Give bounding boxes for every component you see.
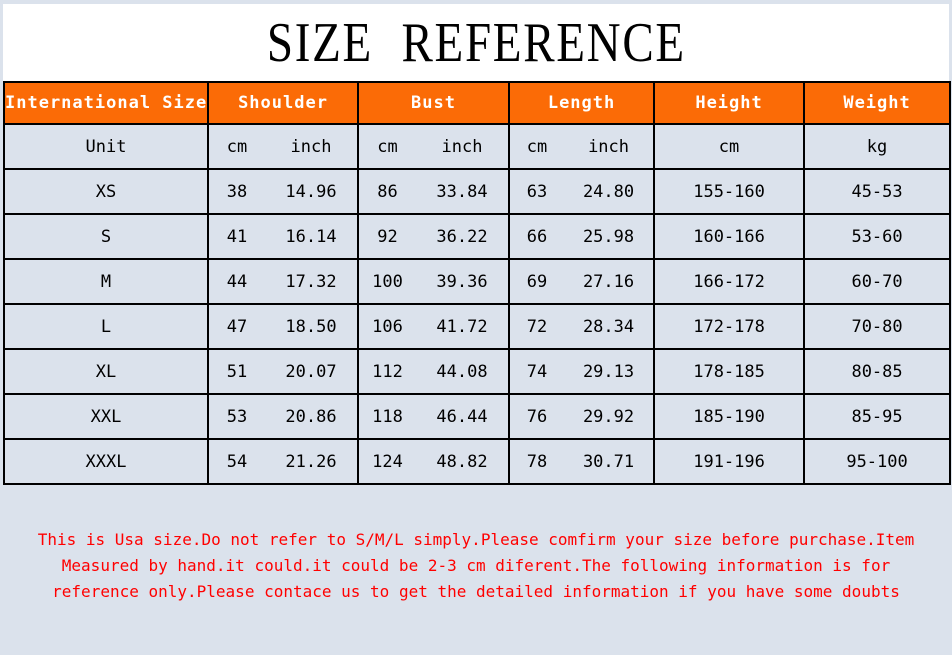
unit-length-inch: inch (564, 123, 656, 170)
unit-length-cm: cm (508, 123, 565, 170)
bust-cm-value: 118 (357, 393, 417, 440)
shoulder-inch-value: 14.96 (265, 168, 360, 215)
bust-inch-value: 46.44 (416, 393, 511, 440)
weight-value: 95-100 (803, 438, 952, 485)
weight-value: 53-60 (803, 213, 952, 260)
weight-value: 85-95 (803, 393, 952, 440)
shoulder-cm-value: 47 (207, 303, 265, 350)
unit-shoulder-cm: cm (207, 123, 265, 170)
table-row: S 41 16.14 92 36.22 66 25.98 160-166 53-… (3, 213, 952, 260)
height-value: 191-196 (653, 438, 806, 485)
length-inch-value: 29.92 (564, 393, 656, 440)
table-row: M 44 17.32 100 39.36 69 27.16 166-172 60… (3, 258, 952, 305)
length-cm-value: 69 (508, 258, 565, 305)
note-line: Measured by hand.it could.it could be 2-… (61, 556, 891, 575)
height-value: 178-185 (653, 348, 806, 395)
size-reference-table: International Size Shoulder Bust Length … (3, 81, 952, 485)
size-label: XXL (3, 393, 209, 440)
bust-cm-value: 100 (357, 258, 417, 305)
header-shoulder: Shoulder (206, 81, 360, 125)
shoulder-cm-value: 53 (207, 393, 265, 440)
bust-cm-value: 92 (357, 213, 417, 260)
height-value: 155-160 (653, 168, 806, 215)
weight-value: 80-85 (803, 348, 952, 395)
bust-inch-value: 36.22 (416, 213, 511, 260)
header-height: Height (653, 81, 806, 125)
bust-cm-value: 86 (357, 168, 417, 215)
shoulder-inch-value: 20.86 (265, 393, 360, 440)
header-bust: Bust (357, 81, 511, 125)
length-cm-value: 74 (508, 348, 565, 395)
bust-inch-value: 44.08 (416, 348, 511, 395)
bust-inch-value: 33.84 (416, 168, 511, 215)
size-label: L (3, 303, 209, 350)
length-inch-value: 29.13 (564, 348, 656, 395)
length-inch-value: 27.16 (564, 258, 656, 305)
weight-value: 60-70 (803, 258, 952, 305)
title-band: SIZE REFERENCE (3, 4, 949, 81)
height-value: 185-190 (653, 393, 806, 440)
size-label: XXXL (3, 438, 209, 485)
length-inch-value: 25.98 (564, 213, 656, 260)
length-inch-value: 28.34 (564, 303, 656, 350)
height-value: 172-178 (653, 303, 806, 350)
shoulder-cm-value: 41 (207, 213, 265, 260)
note-line: This is Usa size.Do not refer to S/M/L s… (37, 530, 915, 549)
header-international-size: International Size (3, 81, 209, 125)
bust-inch-value: 39.36 (416, 258, 511, 305)
table-row: XS 38 14.96 86 33.84 63 24.80 155-160 45… (3, 168, 952, 215)
length-cm-value: 66 (508, 213, 565, 260)
unit-bust-inch: inch (416, 123, 511, 170)
shoulder-cm-value: 54 (207, 438, 265, 485)
shoulder-cm-value: 51 (207, 348, 265, 395)
unit-shoulder-inch: inch (265, 123, 360, 170)
bust-cm-value: 112 (357, 348, 417, 395)
length-cm-value: 72 (508, 303, 565, 350)
page-frame: SIZE REFERENCE International Size Should… (3, 4, 952, 605)
page-title: SIZE REFERENCE (266, 11, 686, 74)
unit-height: cm (653, 123, 806, 170)
shoulder-inch-value: 18.50 (265, 303, 360, 350)
shoulder-inch-value: 17.32 (265, 258, 360, 305)
header-length: Length (508, 81, 656, 125)
length-inch-value: 30.71 (564, 438, 656, 485)
shoulder-cm-value: 38 (207, 168, 265, 215)
bust-inch-value: 41.72 (416, 303, 511, 350)
size-label: XS (3, 168, 209, 215)
shoulder-inch-value: 20.07 (265, 348, 360, 395)
unit-label: Unit (3, 123, 209, 170)
unit-row: Unit cm inch cm inch cm inch cm kg (3, 123, 952, 170)
table-row: XXXL 54 21.26 124 48.82 78 30.71 191-196… (3, 438, 952, 485)
length-inch-value: 24.80 (564, 168, 656, 215)
table-row: XL 51 20.07 112 44.08 74 29.13 178-185 8… (3, 348, 952, 395)
weight-value: 45-53 (803, 168, 952, 215)
size-label: M (3, 258, 209, 305)
height-value: 166-172 (653, 258, 806, 305)
length-cm-value: 63 (508, 168, 565, 215)
shoulder-inch-value: 16.14 (265, 213, 360, 260)
note-line: reference only.Please contace us to get … (52, 582, 900, 601)
bust-inch-value: 48.82 (416, 438, 511, 485)
bust-cm-value: 124 (357, 438, 417, 485)
length-cm-value: 78 (508, 438, 565, 485)
length-cm-value: 76 (508, 393, 565, 440)
size-disclaimer-note: This is Usa size.Do not refer to S/M/L s… (3, 527, 949, 605)
header-weight: Weight (803, 81, 952, 125)
bust-cm-value: 106 (357, 303, 417, 350)
size-label: S (3, 213, 209, 260)
size-label: XL (3, 348, 209, 395)
header-row: International Size Shoulder Bust Length … (3, 81, 952, 125)
shoulder-inch-value: 21.26 (265, 438, 360, 485)
table-row: XXL 53 20.86 118 46.44 76 29.92 185-190 … (3, 393, 952, 440)
height-value: 160-166 (653, 213, 806, 260)
unit-bust-cm: cm (357, 123, 417, 170)
table-row: L 47 18.50 106 41.72 72 28.34 172-178 70… (3, 303, 952, 350)
shoulder-cm-value: 44 (207, 258, 265, 305)
unit-weight: kg (803, 123, 952, 170)
weight-value: 70-80 (803, 303, 952, 350)
